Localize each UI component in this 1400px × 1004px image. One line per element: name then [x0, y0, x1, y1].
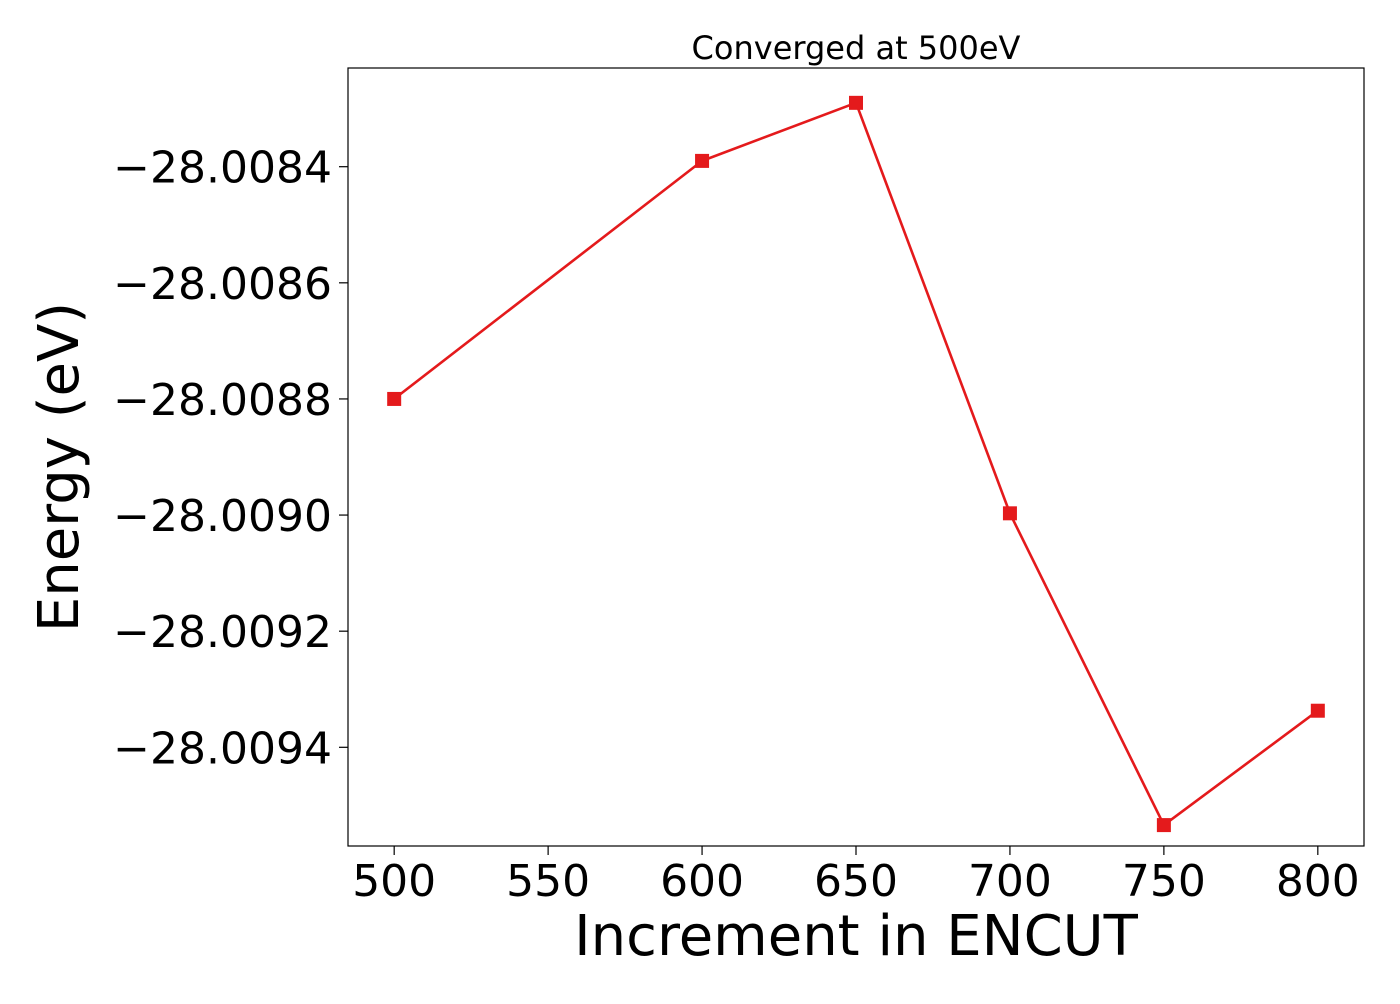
y-axis-ticks: −28.0084 −28.0086 −28.0088 −28.0090 −28.0092… [113, 143, 348, 774]
x-axis-title: Increment in ENCUT [574, 904, 1139, 969]
series-line [393, 101, 1319, 827]
y-tick-label: −28.0094 [113, 723, 332, 774]
series-layer [387, 95, 1325, 833]
data-point-marker [1310, 703, 1325, 718]
y-tick-label: −28.0086 [113, 259, 332, 310]
chart-title: Converged at 500eV [692, 29, 1021, 67]
x-tick-label: 550 [506, 856, 590, 907]
y-axis-title: Energy (eV) [27, 302, 92, 632]
data-point-marker [695, 153, 710, 168]
x-tick-label: 500 [352, 856, 436, 907]
data-point-marker [1156, 818, 1171, 833]
x-tick-label: 700 [968, 856, 1052, 907]
y-tick-label: −28.0084 [113, 143, 332, 194]
y-tick-label: −28.0088 [113, 375, 332, 426]
plot-area-frame [347, 67, 1365, 847]
data-point-marker [849, 95, 863, 110]
y-tick-label: −28.0090 [113, 491, 332, 542]
x-tick-label: 600 [660, 856, 744, 907]
x-tick-label: 800 [1276, 856, 1360, 907]
data-point-marker [387, 391, 402, 406]
y-tick-label: −28.0092 [113, 607, 332, 658]
x-tick-label: 750 [1122, 856, 1206, 907]
x-tick-label: 650 [814, 856, 898, 907]
x-axis-ticks: 500 550 600 650 700 750 800 [352, 846, 1360, 907]
data-point-marker [1002, 506, 1017, 521]
